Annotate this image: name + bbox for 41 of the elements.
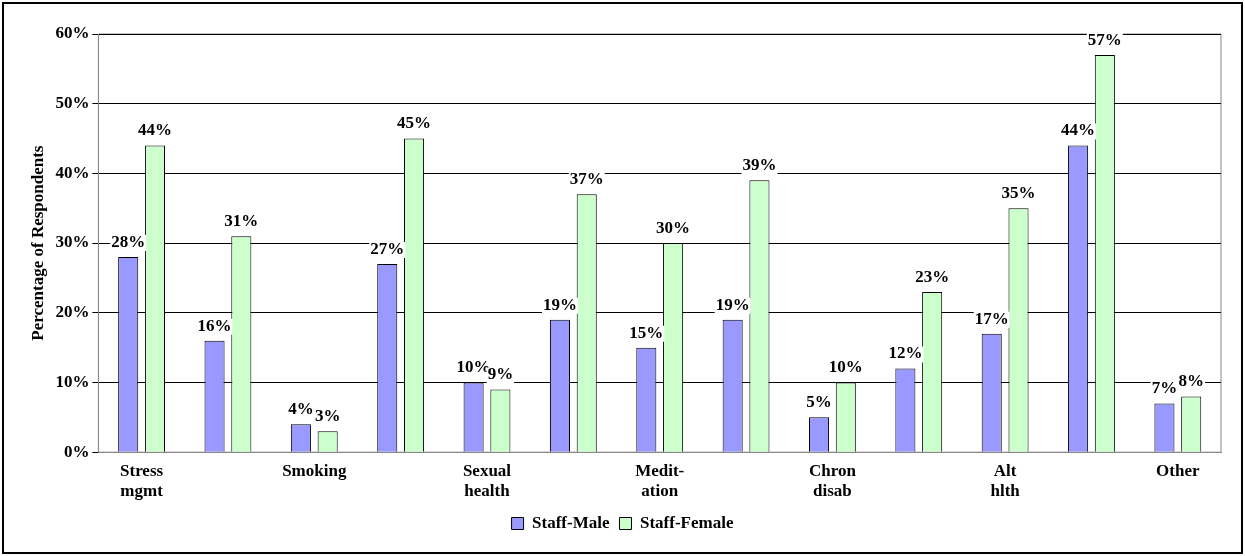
data-label: 19%	[542, 294, 577, 314]
y-tick-label: 60%	[55, 23, 90, 43]
data-label: 16%	[197, 315, 232, 335]
data-label: 28%	[111, 231, 146, 251]
data-label: 15%	[629, 322, 664, 342]
data-label: 44%	[137, 120, 172, 140]
x-tick-label: Other	[1156, 460, 1200, 480]
data-label: 35%	[1001, 183, 1036, 203]
data-label: 5%	[806, 392, 832, 412]
legend-label: Staff-Male	[532, 512, 610, 532]
x-tick-label: Sexual health	[462, 460, 512, 501]
y-tick-label: 50%	[55, 93, 90, 113]
data-label: 27%	[370, 238, 405, 258]
y-tick-label: 40%	[55, 162, 90, 182]
data-label: 3%	[314, 406, 341, 426]
data-label: 8%	[1178, 371, 1204, 391]
data-label: 30%	[656, 217, 691, 237]
data-label: 45%	[397, 113, 432, 133]
data-label: 12%	[888, 343, 923, 363]
x-tick-label: Chron disab	[808, 460, 857, 501]
data-label: 44%	[1061, 120, 1096, 140]
x-tick-label: Stress mgmt	[120, 460, 164, 501]
x-tick-label: Medit-ation	[635, 460, 685, 501]
data-label: 31%	[224, 211, 259, 231]
y-tick-label: 30%	[55, 232, 90, 252]
data-label: 39%	[742, 155, 777, 175]
data-label: 17%	[974, 308, 1009, 328]
y-axis-title: Percentage of Respondents	[27, 145, 47, 341]
x-tick-label: Smoking	[282, 460, 347, 480]
data-label: 23%	[915, 266, 950, 286]
data-label: 37%	[569, 169, 604, 189]
y-tick-label: 20%	[55, 302, 90, 322]
y-tick-label: 0%	[63, 441, 90, 461]
data-label: 10%	[828, 357, 863, 377]
data-label: 4%	[288, 399, 314, 419]
data-label: 7%	[1151, 378, 1178, 398]
legend-label: Staff-Female	[639, 512, 734, 532]
data-label: 57%	[1087, 29, 1122, 49]
data-label: 19%	[715, 294, 750, 314]
y-tick-label: 10%	[55, 371, 90, 391]
x-tick-label: Alt hlth	[990, 460, 1021, 501]
